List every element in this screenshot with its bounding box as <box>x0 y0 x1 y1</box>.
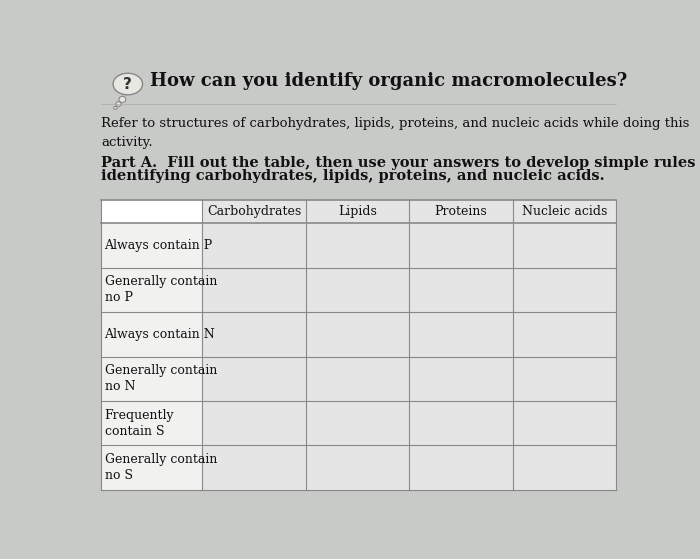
Bar <box>409 224 512 268</box>
Text: Always contain N: Always contain N <box>104 328 216 341</box>
Bar <box>512 200 616 224</box>
Bar <box>202 224 306 268</box>
Bar <box>102 200 616 490</box>
Bar <box>306 446 409 490</box>
Ellipse shape <box>113 106 117 110</box>
Text: How can you identify organic macromolecules?: How can you identify organic macromolecu… <box>150 72 626 90</box>
Ellipse shape <box>119 96 126 102</box>
Text: Part A.  Fill out the table, then use your answers to develop simple rules for: Part A. Fill out the table, then use you… <box>102 155 700 169</box>
Bar <box>202 401 306 446</box>
Bar <box>306 401 409 446</box>
Text: Generally contain
no P: Generally contain no P <box>104 276 217 305</box>
Bar <box>409 446 512 490</box>
Bar <box>512 224 616 268</box>
Bar <box>512 268 616 312</box>
Bar <box>512 312 616 357</box>
Bar <box>512 401 616 446</box>
Text: Generally contain
no S: Generally contain no S <box>104 453 217 482</box>
Bar <box>202 268 306 312</box>
Bar <box>102 401 202 446</box>
Bar <box>409 268 512 312</box>
Text: Generally contain
no N: Generally contain no N <box>104 364 217 394</box>
Bar <box>202 446 306 490</box>
Bar <box>102 357 202 401</box>
Bar <box>306 200 409 224</box>
Bar <box>409 312 512 357</box>
Bar <box>102 312 202 357</box>
Bar <box>306 268 409 312</box>
Bar <box>102 446 202 490</box>
Text: Lipids: Lipids <box>338 205 377 219</box>
Text: Nucleic acids: Nucleic acids <box>522 205 607 219</box>
Text: Always contain P: Always contain P <box>104 239 213 252</box>
Bar <box>102 224 202 268</box>
Bar <box>202 200 306 224</box>
Bar <box>102 268 202 312</box>
Text: Refer to structures of carbohydrates, lipids, proteins, and nucleic acids while : Refer to structures of carbohydrates, li… <box>102 117 690 149</box>
Bar <box>409 200 512 224</box>
Text: identifying carbohydrates, lipids, proteins, and nucleic acids.: identifying carbohydrates, lipids, prote… <box>102 169 605 183</box>
Bar <box>202 312 306 357</box>
Bar <box>306 357 409 401</box>
Bar <box>306 312 409 357</box>
Text: Frequently
contain S: Frequently contain S <box>104 409 174 438</box>
Bar <box>202 357 306 401</box>
Text: Proteins: Proteins <box>435 205 487 219</box>
Text: Carbohydrates: Carbohydrates <box>206 205 301 219</box>
Bar <box>306 224 409 268</box>
Bar <box>512 357 616 401</box>
Text: ?: ? <box>123 77 132 92</box>
Ellipse shape <box>116 102 121 106</box>
Bar <box>512 446 616 490</box>
Ellipse shape <box>113 73 143 95</box>
Bar <box>409 401 512 446</box>
Bar <box>409 357 512 401</box>
